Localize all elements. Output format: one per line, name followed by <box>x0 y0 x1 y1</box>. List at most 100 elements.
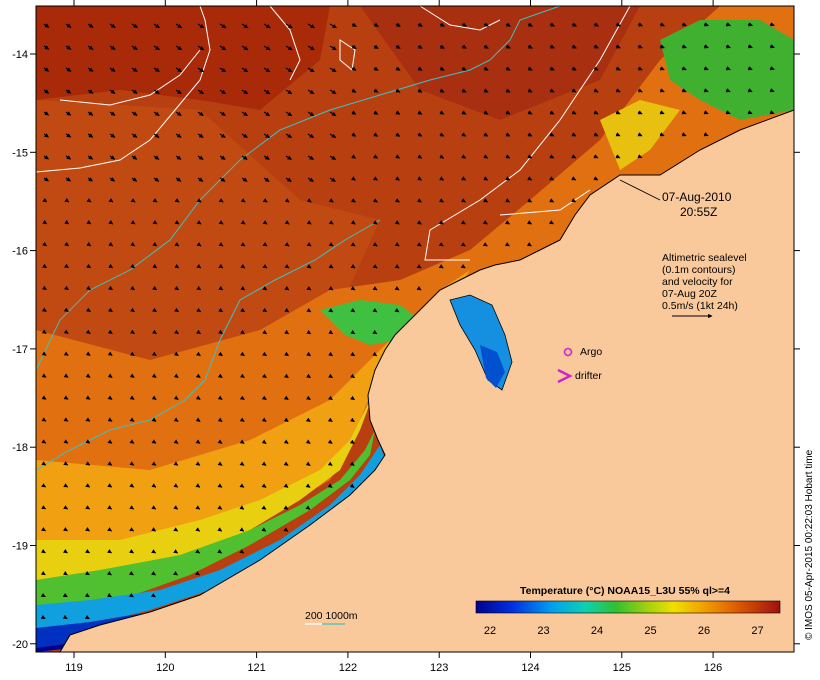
velocity-arrow-icon <box>769 110 775 115</box>
velocity-arrow-icon <box>85 373 91 378</box>
velocity-arrow-icon <box>527 110 533 115</box>
velocity-arrow-icon <box>373 176 378 181</box>
velocity-arrow-icon <box>85 307 91 313</box>
lon-tick-label: 121 <box>247 662 265 674</box>
velocity-arrow-icon <box>108 198 114 203</box>
colorbar-tick-label: 23 <box>537 625 549 637</box>
velocity-arrow-icon <box>372 351 378 357</box>
velocity-arrow-icon <box>483 154 489 159</box>
colorbar: Temperature (°C) NOAA15_L3U 55% ql>=4 22… <box>475 585 781 637</box>
velocity-arrow-icon <box>217 549 223 554</box>
velocity-arrow-icon <box>151 461 157 466</box>
velocity-arrow-icon <box>637 110 643 115</box>
velocity-arrow-icon <box>218 329 223 335</box>
velocity-arrow-icon <box>174 220 180 225</box>
velocity-arrow-icon <box>63 527 68 532</box>
velocity-arrow-icon <box>196 220 202 225</box>
velocity-arrow-icon <box>217 483 223 488</box>
velocity-arrow-icon <box>84 614 90 620</box>
velocity-arrow-icon <box>283 527 289 532</box>
velocity-arrow-icon <box>306 198 312 203</box>
velocity-arrow-icon <box>217 351 223 357</box>
velocity-arrow-icon <box>439 88 445 93</box>
velocity-arrow-icon <box>262 242 268 247</box>
velocity-arrow-icon <box>527 198 533 203</box>
velocity-arrow-icon <box>549 44 555 49</box>
velocity-arrow-icon <box>63 395 69 400</box>
velocity-arrow-icon <box>197 89 204 95</box>
velocity-arrow-icon <box>461 110 467 115</box>
velocity-arrow-icon <box>197 177 204 182</box>
velocity-arrow-icon <box>109 111 116 116</box>
velocity-arrow-icon <box>43 45 50 50</box>
velocity-arrow-icon <box>416 264 422 269</box>
velocity-arrow-icon <box>152 241 158 247</box>
velocity-arrow-icon <box>63 417 69 422</box>
velocity-arrow-icon <box>87 111 94 116</box>
date-pointer <box>619 179 661 201</box>
velocity-arrow-icon <box>218 242 224 247</box>
velocity-arrow-icon <box>349 461 355 466</box>
velocity-arrow-icon <box>41 439 47 444</box>
velocity-arrow-icon <box>109 89 116 94</box>
depth-contours <box>35 5 561 471</box>
velocity-arrow-icon <box>42 219 48 225</box>
velocity-arrow-icon <box>261 417 267 422</box>
velocity-arrow-icon <box>43 89 50 94</box>
velocity-arrow-icon <box>153 111 160 117</box>
lat-tick-label: -17 <box>12 344 28 356</box>
velocity-arrow-icon <box>175 89 182 95</box>
velocity-arrow-icon <box>41 417 47 422</box>
velocity-arrow-icon <box>505 220 510 225</box>
velocity-arrow-icon <box>527 132 533 137</box>
depth-legend: 200 1000m <box>305 610 358 625</box>
velocity-arrow-icon <box>263 45 271 51</box>
velocity-arrow-icon <box>195 351 201 357</box>
svg-text:200 1000m: 200 1000m <box>305 610 358 622</box>
velocity-arrow-icon <box>262 307 268 313</box>
velocity-arrow-icon <box>328 307 334 313</box>
velocity-arrow-icon <box>351 88 357 93</box>
velocity-arrow-icon <box>351 22 357 27</box>
velocity-arrow-icon <box>262 264 268 269</box>
velocity-arrow-icon <box>173 461 179 466</box>
velocity-arrow-icon <box>261 395 267 401</box>
velocity-arrow-icon <box>461 198 466 203</box>
velocity-arrow-icon <box>306 264 312 269</box>
velocity-arrow-icon <box>263 89 271 95</box>
velocity-arrow-icon <box>284 285 290 291</box>
velocity-arrow-icon <box>240 220 246 225</box>
velocity-arrow-icon <box>659 132 665 137</box>
velocity-arrow-icon <box>131 177 138 182</box>
velocity-arrow-icon <box>131 111 138 116</box>
velocity-arrow-icon <box>769 44 775 49</box>
velocity-arrow-icon <box>217 527 223 532</box>
velocity-arrow-icon <box>395 176 400 181</box>
velocity-arrow-icon <box>395 22 401 27</box>
velocity-arrow-icon <box>306 242 312 247</box>
velocity-arrow-icon <box>483 132 489 137</box>
velocity-arrow-icon <box>703 88 709 93</box>
velocity-arrow-icon <box>151 417 157 422</box>
velocity-arrow-icon <box>130 241 136 247</box>
velocity-arrow-icon <box>41 307 47 312</box>
velocity-arrow-icon <box>109 45 116 50</box>
velocity-arrow-icon <box>283 417 289 423</box>
velocity-arrow-icon <box>394 220 400 225</box>
velocity-arrow-icon <box>241 45 249 51</box>
velocity-arrow-icon <box>417 66 423 71</box>
velocity-arrow-icon <box>593 44 599 49</box>
velocity-arrow-icon <box>239 461 245 466</box>
velocity-arrow-icon <box>373 154 379 159</box>
velocity-arrow-icon <box>284 220 290 225</box>
velocity-arrow-icon <box>86 241 92 247</box>
velocity-arrow-icon <box>283 439 289 444</box>
velocity-arrow-icon <box>416 220 422 225</box>
velocity-arrow-icon <box>438 220 444 225</box>
velocity-arrow-icon <box>284 242 290 247</box>
velocity-arrow-icon <box>175 45 183 51</box>
velocity-arrow-icon <box>593 176 599 181</box>
velocity-arrow-icon <box>219 155 226 160</box>
argo-circle-icon <box>563 347 573 357</box>
sealevel-contours <box>35 5 631 261</box>
